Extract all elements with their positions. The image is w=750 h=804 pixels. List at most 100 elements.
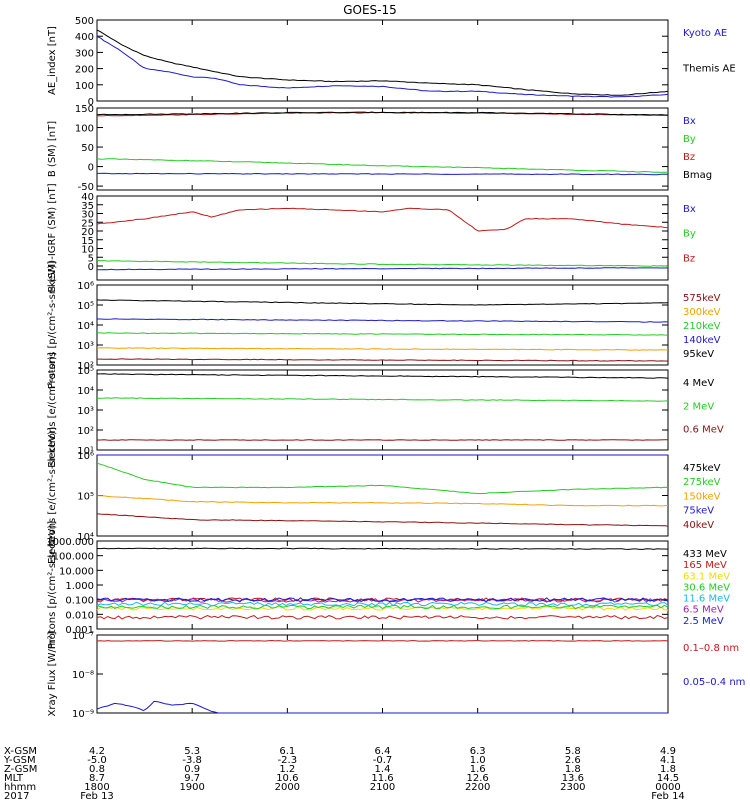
legend-label: 140keV <box>683 335 721 346</box>
legend-label: 75keV <box>683 506 714 517</box>
legend-label: 4 MeV <box>683 378 714 389</box>
legend-label: 95keV <box>683 349 714 360</box>
y-axis-label: Xray Flux [W/m²] <box>47 631 58 716</box>
axis-table-cell: 4.1 <box>660 755 676 766</box>
axis-table-row-label: Y-GSM <box>3 755 36 766</box>
panel-frame <box>96 284 669 366</box>
axis-table-cell: Feb 13 <box>80 791 114 800</box>
legend-label: 0.05–0.4 nm <box>683 677 745 688</box>
series-line <box>96 639 669 642</box>
y-tick-label: 400 <box>75 32 94 43</box>
series-line <box>96 513 669 527</box>
y-tick-label: -50 <box>78 182 94 193</box>
series-line <box>97 260 669 267</box>
y-tick-label: 0 <box>88 97 94 108</box>
axis-table-cell: 9.7 <box>184 773 200 784</box>
y-tick-label: 10⁴ <box>77 321 94 332</box>
y-tick-label: 100 <box>75 124 94 135</box>
y-axis-label: B (SM)-IGRF (SM) [nT] <box>47 183 58 292</box>
axis-table-cell: 6.4 <box>375 746 391 757</box>
legend-label: By <box>683 134 696 145</box>
axis-table-row-label: 2017 <box>4 791 29 800</box>
axis-table-cell: 1.8 <box>660 764 676 775</box>
series-line <box>96 347 669 351</box>
axis-table-cell: 0.9 <box>184 764 200 775</box>
series-line <box>96 332 669 336</box>
axis-table-cell: 0.8 <box>89 764 105 775</box>
y-axis-label: Protons [p/(cm²-s-sr-keV)] <box>47 521 58 649</box>
y-tick-label: 10¹ <box>77 446 94 457</box>
panel-frame <box>96 107 669 191</box>
y-tick-label: 10⁵ <box>77 301 94 312</box>
axis-table-row-label: hhmm <box>4 782 36 793</box>
series-line <box>96 606 669 611</box>
legend-label: 30.6 MeV <box>683 582 730 593</box>
y-tick-label: 10⁴ <box>77 386 94 397</box>
series-line <box>96 614 669 620</box>
legend-label: Bx <box>683 204 696 215</box>
y-tick-label: 0.001 <box>65 625 94 636</box>
series-line <box>96 547 669 550</box>
axis-table-cell: 5.8 <box>565 746 581 757</box>
y-tick-label: 500 <box>75 16 94 27</box>
legend-label: 275keV <box>683 477 721 488</box>
axis-table-cell: 1.8 <box>565 764 581 775</box>
legend-label: 63.1 MeV <box>683 571 730 582</box>
y-tick-label: 5 <box>88 253 94 264</box>
y-tick-label: 10⁶ <box>77 451 94 462</box>
series-line <box>97 397 669 402</box>
legend-label: 165 MeV <box>683 560 727 571</box>
y-tick-label: 0.010 <box>65 610 94 621</box>
panel-frame <box>96 369 669 451</box>
y-tick-label: 10⁻⁹ <box>72 709 94 720</box>
y-tick-label: 50 <box>81 143 94 154</box>
series-line <box>96 601 669 607</box>
y-axis-label: Electrons [e/(cm²-s-sr-keV)] <box>47 427 58 564</box>
series-line <box>96 597 669 602</box>
panel-frame <box>96 634 669 714</box>
axis-table-cell: 5.3 <box>184 746 200 757</box>
axis-table-cell: 2.6 <box>565 755 581 766</box>
legend-label: Bx <box>683 116 696 127</box>
axis-table-cell: 14.5 <box>657 773 679 784</box>
axis-table-cell: 1.2 <box>279 764 295 775</box>
legend-label: 0.6 MeV <box>683 425 724 436</box>
y-tick-label: 200 <box>75 65 94 76</box>
axis-table-cell: Feb 14 <box>651 791 685 800</box>
y-tick-label: 25 <box>81 218 94 229</box>
axis-table-cell: 2200 <box>465 782 490 793</box>
axis-table-cell: -5.0 <box>87 755 107 766</box>
axis-table-row-label: Z-GSM <box>4 764 37 775</box>
axis-table-cell: -3.8 <box>182 755 202 766</box>
series-line <box>96 111 669 116</box>
y-tick-label: 10⁻⁸ <box>72 670 94 681</box>
axis-table-cell: 1900 <box>179 782 204 793</box>
y-tick-label: 150 <box>75 104 94 115</box>
series-line <box>96 604 669 610</box>
y-tick-label: 10³ <box>77 406 94 417</box>
y-tick-label: 0 <box>88 262 94 273</box>
legend-label: 2 MeV <box>683 401 714 412</box>
y-axis-label: B (SM) [nT] <box>47 121 58 177</box>
axis-table-cell: 2100 <box>370 782 395 793</box>
legend-label: 40keV <box>683 520 714 531</box>
series-line <box>96 158 669 173</box>
y-tick-label: 10⁴ <box>77 532 94 543</box>
legend-label: 2.5 MeV <box>683 616 724 627</box>
y-tick-label: 10⁵ <box>77 366 94 377</box>
y-tick-label: 0 <box>88 163 94 174</box>
legend-label: 150keV <box>683 491 721 502</box>
axis-table-row-label: X-GSM <box>4 746 37 757</box>
legend-label: 433 MeV <box>683 549 727 560</box>
legend-label: Themis AE <box>682 64 736 75</box>
legend-label: Kyoto AE <box>683 28 727 39</box>
y-tick-label: 10.000 <box>59 566 94 577</box>
series-line <box>96 462 669 495</box>
axis-table-cell: 1.0 <box>470 755 486 766</box>
axis-table-cell: 6.1 <box>279 746 295 757</box>
series-line <box>96 36 669 98</box>
y-tick-label: 1.000 <box>65 581 94 592</box>
axis-table-cell: 11.6 <box>371 773 393 784</box>
legend-label: Bz <box>683 152 695 163</box>
